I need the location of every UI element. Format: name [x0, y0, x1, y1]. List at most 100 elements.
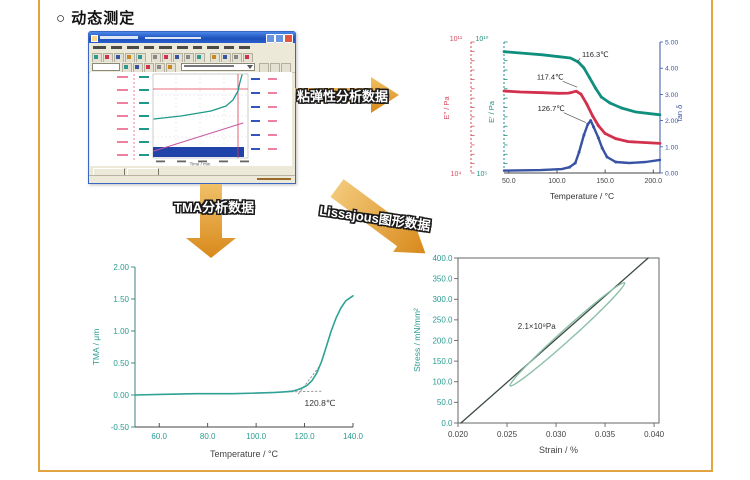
- stress-y-tick: 100.0: [432, 378, 453, 387]
- tma-x-tick: 140.0: [343, 432, 364, 441]
- elastic-line: [460, 257, 649, 424]
- tan-delta-tick: 3.00: [665, 92, 678, 99]
- series-left_inner: [502, 50, 662, 117]
- annotation-text: 117.4℃: [537, 72, 564, 81]
- tma-y-tick: 0.00: [113, 391, 129, 400]
- annotation-text: 126.7℃: [538, 104, 565, 113]
- lissajous-chart: 0.0 50.0 100.0 150.0 200.0 250.0 300.0 350.0 400…: [412, 254, 665, 455]
- temperature-tick: 150.0: [596, 178, 614, 185]
- minimize-button-icon: [266, 34, 275, 43]
- strain-x-tick: 0.040: [644, 430, 665, 439]
- e2-axis-bottom-tick: 10⁴: [451, 171, 462, 178]
- arrow-right-icon: [295, 77, 399, 113]
- tan-delta-tick: 4.00: [665, 66, 678, 73]
- y-axis-label: TMA / μm: [91, 329, 101, 366]
- page-title: ○ 动态测定: [56, 10, 136, 27]
- strain-x-tick: 0.030: [546, 430, 567, 439]
- tma-x-tick: 60.0: [151, 432, 167, 441]
- toolbar-input: [92, 63, 120, 71]
- tma-y-tick: 2.00: [113, 263, 129, 272]
- tiny-text-glyph: [207, 46, 219, 49]
- annotation-text: 120.8℃: [305, 398, 336, 408]
- tan-delta-tick: 2.00: [665, 118, 678, 125]
- tma-y-tick: 1.50: [113, 295, 129, 304]
- tan-delta-axis-label: tan δ: [675, 105, 684, 122]
- y-axis-label: Stress / mN/mm²: [412, 308, 422, 372]
- tiny-text-glyph: [193, 46, 202, 49]
- window-toolbar-row2: [89, 62, 295, 73]
- toolbar-combobox: [181, 63, 255, 71]
- temperature-tick: 200.0: [644, 178, 662, 185]
- tan-delta-tick: 5.00: [665, 40, 678, 47]
- tiny-text-glyph: [111, 46, 122, 49]
- series-right: [502, 119, 662, 172]
- stress-y-tick: 150.0: [432, 357, 453, 366]
- window-teal-series: [153, 74, 243, 120]
- strain-x-tick: 0.025: [497, 430, 518, 439]
- arrow-down-icon: [186, 184, 236, 258]
- e1-axis-top-tick: 10¹⁰: [476, 35, 489, 43]
- tan-delta-tick: 0.00: [665, 171, 678, 178]
- tiny-text-glyph: [144, 46, 154, 49]
- window-statusbar: [89, 175, 295, 183]
- tma-arrow-label: TMA分析数据: [174, 200, 255, 215]
- e1-axis-bottom-tick: 10⁵: [477, 171, 488, 178]
- annotation-text: 116.3℃: [582, 50, 609, 59]
- tma-y-tick: 1.00: [113, 327, 129, 336]
- stress-y-tick: 300.0: [432, 295, 453, 304]
- tma-x-tick: 120.0: [295, 432, 316, 441]
- tma-y-tick: -0.50: [111, 423, 130, 432]
- window-app-icon: [91, 35, 98, 42]
- strain-x-tick: 0.020: [448, 430, 469, 439]
- tiny-text-glyph: [239, 46, 250, 49]
- temperature-tick: 100.0: [548, 178, 566, 185]
- stress-y-tick: 200.0: [432, 336, 453, 345]
- window-plot-canvas: Time / min: [117, 73, 277, 167]
- tan-delta-tick: 1.00: [665, 144, 678, 151]
- x-axis-label: Strain / %: [539, 445, 578, 455]
- series-left_outer: [502, 89, 662, 145]
- tma-x-tick: 100.0: [246, 432, 267, 441]
- onset-construction-line: [298, 366, 320, 395]
- tiny-text-glyph: [177, 46, 188, 49]
- strain-x-tick: 0.035: [595, 430, 616, 439]
- tiny-text-glyph: [93, 46, 106, 49]
- window-title-text: [100, 36, 138, 39]
- close-button-icon: [284, 34, 293, 43]
- e2-axis-top-tick: 10¹¹: [450, 36, 463, 43]
- stress-y-tick: 400.0: [432, 254, 453, 263]
- annotation-text: 2.1×10⁹Pa: [518, 322, 556, 331]
- stress-y-tick: 350.0: [432, 274, 453, 283]
- e1-axis-label: E′ / Pa: [487, 100, 496, 123]
- window-plot-area: Time / min: [90, 72, 292, 167]
- tiny-text-glyph: [184, 65, 234, 67]
- temperature-tick: 50.0: [502, 178, 516, 185]
- tma-chart: 2.00 1.50 1.00 0.50 0.00 -0.50 60.0 80.0 100.0 12…: [91, 263, 364, 459]
- tiny-text-glyph: [127, 46, 139, 49]
- stress-y-tick: 0.0: [441, 419, 453, 428]
- x-axis-label: Temperature / °C: [550, 191, 614, 201]
- arrow-diagonal-icon: [330, 179, 426, 254]
- tiny-text-glyph: [159, 46, 172, 49]
- window-magenta-series: [153, 122, 244, 152]
- window-subtitle-text: [145, 37, 201, 39]
- lissajous-loop: [509, 281, 626, 387]
- section-frame: [38, 0, 713, 472]
- software-screenshot-window: Time / min: [88, 31, 296, 184]
- tma-x-tick: 80.0: [200, 432, 216, 441]
- series-tma: [134, 295, 354, 396]
- stress-y-tick: 50.0: [437, 398, 453, 407]
- tma-y-tick: 0.50: [113, 359, 129, 368]
- window-time-axis-label: Time / min: [190, 162, 211, 167]
- window-titlebar: [89, 32, 295, 43]
- maximize-button-icon: [275, 34, 284, 43]
- tiny-text-glyph: [224, 46, 234, 49]
- statusbar-text: [257, 178, 291, 180]
- e2-axis-label: E″ / Pa: [442, 96, 451, 120]
- combobox-arrow-icon: [247, 65, 253, 69]
- viscoelastic-arrow-label: 粘弹性分析数据: [297, 89, 389, 104]
- stress-y-tick: 250.0: [432, 316, 453, 325]
- x-axis-label: Temperature / °C: [210, 449, 279, 459]
- viscoelastic-chart: 10¹¹ 10⁴ E″ / Pa 10¹⁰ 10⁵ E′ / Pa 0.00 1.00 2.00…: [442, 35, 684, 201]
